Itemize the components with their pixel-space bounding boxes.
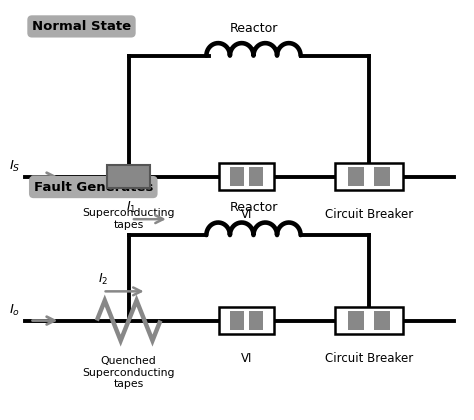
Bar: [248, 167, 263, 186]
Bar: [229, 167, 244, 186]
Text: Circuit Breaker: Circuit Breaker: [325, 352, 413, 365]
Text: Quenched
Superconducting
tapes: Quenched Superconducting tapes: [82, 356, 175, 389]
FancyBboxPatch shape: [335, 307, 403, 334]
Text: $I_S$: $I_S$: [9, 159, 20, 174]
Bar: [248, 311, 263, 330]
Text: Normal State: Normal State: [32, 20, 131, 33]
Text: Superconducting
tapes: Superconducting tapes: [82, 208, 175, 229]
Bar: [229, 311, 244, 330]
Text: Reactor: Reactor: [229, 22, 278, 35]
Text: VI: VI: [241, 208, 252, 221]
FancyBboxPatch shape: [108, 165, 150, 188]
Text: Fault Generates: Fault Generates: [34, 181, 153, 194]
FancyBboxPatch shape: [219, 163, 273, 190]
Text: $I_1$: $I_1$: [126, 200, 137, 215]
Text: Reactor: Reactor: [229, 201, 278, 214]
Text: $I_o$: $I_o$: [9, 302, 20, 318]
FancyBboxPatch shape: [219, 307, 273, 334]
Bar: [374, 167, 390, 186]
Text: Circuit Breaker: Circuit Breaker: [325, 208, 413, 221]
Text: VI: VI: [241, 352, 252, 365]
FancyBboxPatch shape: [335, 163, 403, 190]
Bar: [348, 167, 364, 186]
Text: $I_2$: $I_2$: [98, 272, 108, 287]
Bar: [348, 311, 364, 330]
Bar: [374, 311, 390, 330]
